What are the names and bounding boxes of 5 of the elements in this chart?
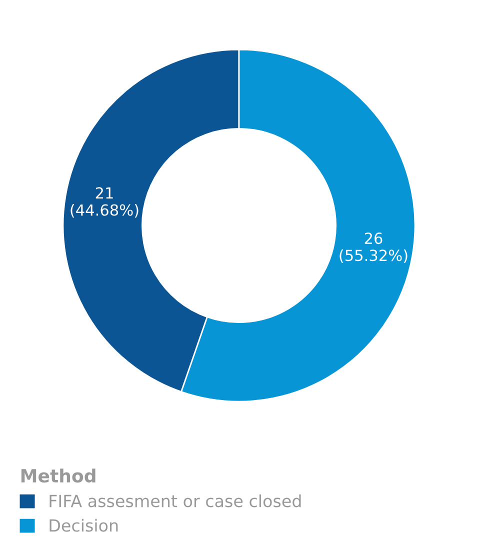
legend-label: Decision <box>50 518 118 532</box>
data-label: 21 (44.68%) <box>70 187 138 218</box>
legend-label: FIFA assesment or case closed <box>50 494 301 508</box>
legend-title: Method <box>21 468 96 483</box>
data-label: 26 (55.32%) <box>340 232 408 263</box>
